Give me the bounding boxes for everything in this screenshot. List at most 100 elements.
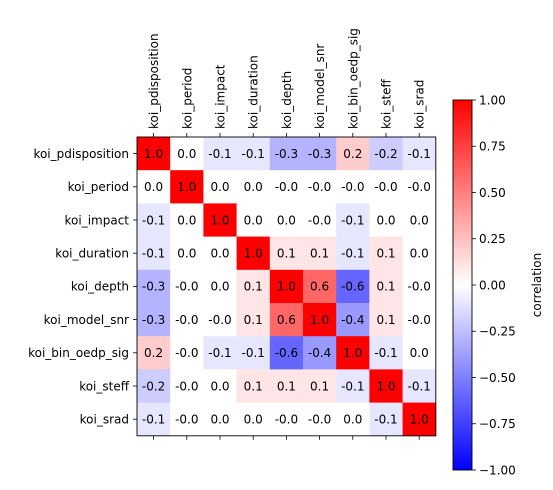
cell-value-label: -0.6 — [341, 280, 364, 294]
y-axis-ticks: koi_pdisposition koi_period koi_impact koi_… — [28, 147, 137, 427]
cell-value-label: -0.1 — [142, 247, 165, 261]
cell-value-label: -0.1 — [341, 379, 364, 393]
cell-value-label: -0.0 — [275, 180, 298, 194]
cell-value-label: 0.0 — [244, 213, 263, 227]
heatmap-cell-koi_model_snr-koi_impact — [203, 303, 237, 337]
y-tick-label: koi_steff — [79, 379, 130, 393]
heatmap-cell-koi_steff-koi_impact — [203, 369, 237, 403]
colorbar-tick-label: 1.00 — [479, 93, 506, 107]
y-tick-label: koi_depth — [71, 280, 129, 294]
cell-value-label: -0.2 — [142, 379, 165, 393]
cell-value-label: -0.1 — [407, 147, 430, 161]
cell-value-label: 0.0 — [244, 180, 263, 194]
cell-value-label: -0.1 — [374, 413, 397, 427]
heatmap-cell-koi_duration-koi_period — [170, 236, 204, 271]
cell-value-label: -0.1 — [374, 346, 397, 360]
heatmap-cell-koi_pdisposition-koi_impact — [203, 137, 237, 171]
heatmap-cell-koi_bin_oedp_sig-koi_bin_oedp_sig — [336, 336, 370, 370]
heatmap-cell-koi_period-koi_steff — [369, 170, 403, 204]
cell-value-label: -0.0 — [308, 413, 331, 427]
heatmap-cell-koi_impact-koi_duration — [236, 203, 271, 237]
heatmap-cell-koi_model_snr-koi_steff — [369, 303, 403, 337]
heatmap-cell-koi_period-koi_period — [170, 170, 204, 204]
cell-value-label: 0.1 — [376, 280, 395, 294]
heatmap-cell-koi_duration-koi_bin_oedp_sig — [336, 236, 370, 271]
cell-value-label: 0.0 — [410, 346, 429, 360]
x-tick-label: koi_period — [180, 68, 194, 129]
heatmap-cell-koi_period-koi_bin_oedp_sig — [336, 170, 370, 204]
heatmap-cell-koi_bin_oedp_sig-koi_depth — [269, 336, 304, 370]
cell-value-label: -0.1 — [241, 147, 264, 161]
cell-value-label: -0.0 — [308, 213, 331, 227]
heatmap-cell-koi_pdisposition-koi_duration — [236, 137, 271, 171]
cell-value-label: 1.0 — [376, 379, 395, 393]
heatmap-cell-koi_bin_oedp_sig-koi_steff — [369, 336, 403, 370]
colorbar-tick-label: 0.75 — [479, 140, 506, 154]
x-tick-label: koi_srad — [413, 80, 427, 129]
y-tick-label: koi_model_snr — [44, 313, 129, 327]
cell-value-label: -0.1 — [208, 346, 231, 360]
y-tick-label: koi_bin_oedp_sig — [28, 346, 129, 360]
cell-value-label: 0.0 — [410, 247, 429, 261]
heatmap-cell-koi_period-koi_duration — [236, 170, 271, 204]
heatmap-cell-koi_depth-koi_bin_oedp_sig — [336, 269, 370, 304]
heatmap-cell-koi_model_snr-koi_model_snr — [303, 303, 337, 337]
cell-value-label: -0.4 — [308, 346, 331, 360]
cell-value-label: -0.0 — [275, 413, 298, 427]
heatmap-cell-koi_impact-koi_srad — [402, 203, 437, 237]
heatmap-cell-koi_period-koi_pdisposition — [137, 170, 171, 204]
heatmap-cell-koi_pdisposition-koi_depth — [269, 137, 304, 171]
colorbar-tick-label: 0.25 — [479, 232, 506, 246]
heatmap-cell-koi_bin_oedp_sig-koi_srad — [402, 336, 437, 370]
heatmap-cell-koi_srad-koi_period — [170, 402, 204, 437]
cell-value-label: -0.1 — [142, 213, 165, 227]
colorbar-tick-label: 0.00 — [479, 278, 506, 292]
cell-value-label: -0.1 — [241, 346, 264, 360]
cell-value-label: 0.1 — [244, 280, 263, 294]
cell-value-label: 1.0 — [343, 346, 362, 360]
heatmap-cell-koi_pdisposition-koi_bin_oedp_sig — [336, 137, 370, 171]
cell-value-label: 1.0 — [277, 280, 296, 294]
heatmap-cell-koi_depth-koi_depth — [269, 269, 304, 304]
cell-value-label: 1.0 — [410, 413, 429, 427]
cell-value-label: -0.0 — [341, 180, 364, 194]
heatmap-cell-koi_model_snr-koi_depth — [269, 303, 304, 337]
x-tick-label: koi_bin_oedp_sig — [346, 28, 360, 129]
cell-value-label: -0.0 — [407, 280, 430, 294]
heatmap-cell-koi_duration-koi_depth — [269, 236, 304, 271]
cell-value-label: 0.0 — [210, 280, 229, 294]
heatmap-cell-koi_period-koi_model_snr — [303, 170, 337, 204]
cell-value-label: -0.3 — [142, 313, 165, 327]
cell-value-label: 1.0 — [244, 247, 263, 261]
heatmap-cell-koi_srad-koi_srad — [402, 402, 437, 437]
cell-value-label: 0.0 — [210, 180, 229, 194]
heatmap-cell-koi_depth-koi_impact — [203, 269, 237, 304]
heatmap-cell-koi_srad-koi_depth — [269, 402, 304, 437]
cell-value-label: 1.0 — [310, 313, 329, 327]
cell-value-label: 0.2 — [343, 147, 362, 161]
heatmap-cell-koi_duration-koi_pdisposition — [137, 236, 171, 271]
cell-value-label: 1.0 — [210, 213, 229, 227]
cell-value-label: -0.1 — [142, 413, 165, 427]
cell-value-label: -0.0 — [308, 180, 331, 194]
cell-value-label: 0.2 — [144, 346, 163, 360]
heatmap-cell-koi_pdisposition-koi_pdisposition — [137, 137, 171, 171]
y-tick-label: koi_pdisposition — [33, 147, 129, 161]
heatmap-cell-koi_depth-koi_steff — [369, 269, 403, 304]
colorbar-tick-label: −0.75 — [479, 417, 516, 431]
heatmap-cell-koi_steff-koi_pdisposition — [137, 369, 171, 403]
cell-value-label: -0.0 — [407, 180, 430, 194]
heatmap-cell-koi_bin_oedp_sig-koi_duration — [236, 336, 271, 370]
cell-value-label: -0.0 — [175, 346, 198, 360]
heatmap-cell-koi_period-koi_impact — [203, 170, 237, 204]
cell-value-label: 0.0 — [177, 247, 196, 261]
heatmap-cell-koi_model_snr-koi_pdisposition — [137, 303, 171, 337]
heatmap-cell-koi_bin_oedp_sig-koi_impact — [203, 336, 237, 370]
cell-value-label: 1.0 — [144, 147, 163, 161]
heatmap-cell-koi_duration-koi_model_snr — [303, 236, 337, 271]
cell-value-label: -0.3 — [308, 147, 331, 161]
x-axis-top-ticks: koi_pdisposition koi_period koi_impact koi_… — [147, 28, 427, 440]
heatmap-cell-koi_steff-koi_depth — [269, 369, 304, 403]
colorbar-tick-label: −1.00 — [479, 463, 516, 477]
heatmap-cell-koi_pdisposition-koi_model_snr — [303, 137, 337, 171]
